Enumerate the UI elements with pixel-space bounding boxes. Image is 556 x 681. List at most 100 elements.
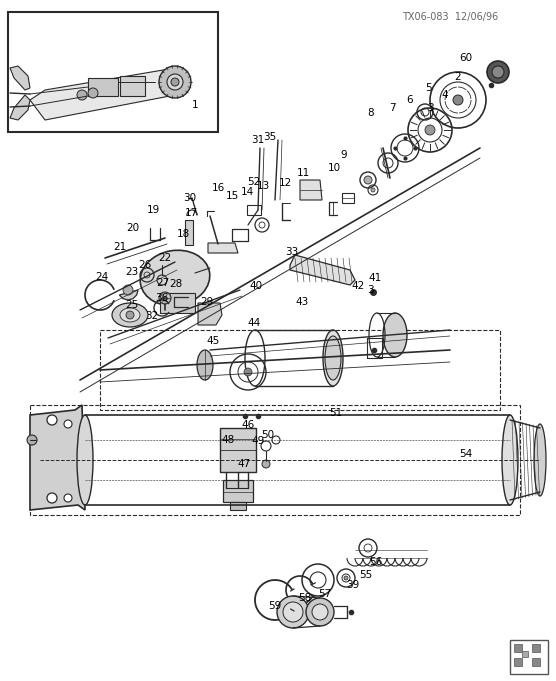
Polygon shape [120,290,138,300]
Text: 17: 17 [185,208,197,218]
Ellipse shape [312,604,328,620]
Ellipse shape [306,598,334,626]
Text: 59: 59 [269,601,282,611]
Ellipse shape [140,250,210,306]
Bar [514,644,522,652]
Text: 44: 44 [247,318,261,328]
Bar [342,193,354,203]
Circle shape [64,494,72,502]
Text: 60: 60 [459,53,473,63]
Ellipse shape [325,336,341,380]
Circle shape [344,576,348,580]
Circle shape [47,415,57,425]
Text: 2: 2 [455,72,461,82]
Text: 10: 10 [327,163,341,173]
Text: 13: 13 [256,181,270,191]
Text: 41: 41 [369,273,381,283]
Bar [510,640,548,674]
Ellipse shape [383,313,407,357]
Polygon shape [290,255,355,285]
Text: 49: 49 [251,436,265,446]
Text: 52: 52 [247,177,261,187]
Circle shape [88,88,98,98]
Circle shape [77,90,87,100]
Circle shape [453,95,463,105]
Text: 11: 11 [296,168,310,178]
Text: 31: 31 [251,135,265,145]
Bar [220,428,256,472]
Text: 36: 36 [155,293,168,303]
Bar [120,76,145,96]
Text: 9: 9 [341,150,348,160]
Text: 22: 22 [158,253,172,263]
Text: 25: 25 [125,300,138,310]
Ellipse shape [277,596,309,628]
Text: 46: 46 [241,420,255,430]
Text: 55: 55 [359,570,373,580]
Text: 29: 29 [200,297,214,307]
Polygon shape [30,405,85,510]
Text: 32: 32 [145,311,158,321]
Bar [30,405,520,515]
Text: 24: 24 [96,272,108,282]
Text: 26: 26 [138,260,152,270]
Circle shape [64,420,72,428]
Bar [247,205,261,215]
Text: 57: 57 [319,589,331,599]
Text: 16: 16 [211,183,225,193]
Polygon shape [10,66,30,90]
Text: 3: 3 [426,103,433,113]
Text: 50: 50 [261,430,275,440]
Text: 43: 43 [295,297,309,307]
Text: 48: 48 [221,435,235,445]
Circle shape [171,78,179,86]
Text: 19: 19 [146,205,160,215]
Text: 15: 15 [225,191,239,201]
Bar [230,502,246,510]
Text: 28: 28 [170,279,182,289]
Circle shape [159,292,171,304]
Text: 51: 51 [329,408,342,418]
Bar [532,644,540,652]
Ellipse shape [283,602,303,622]
Polygon shape [10,95,30,120]
Text: 7: 7 [389,103,395,113]
Text: 42: 42 [351,281,365,291]
Ellipse shape [77,415,93,505]
Circle shape [159,66,191,98]
Text: 30: 30 [183,193,197,203]
Text: 1: 1 [192,100,198,110]
Text: 58: 58 [299,593,311,603]
Polygon shape [198,303,222,325]
Bar [514,658,522,666]
Ellipse shape [502,415,518,505]
Text: 45: 45 [206,336,220,346]
Polygon shape [30,68,185,120]
Circle shape [27,435,37,445]
Text: 4: 4 [441,90,448,100]
Bar [8,12,218,132]
Circle shape [492,66,504,78]
Circle shape [364,176,372,184]
Bar [100,330,500,410]
Text: 35: 35 [264,132,277,142]
Text: 3: 3 [367,285,373,295]
Text: 23: 23 [125,267,138,277]
Text: 14: 14 [240,187,254,197]
Ellipse shape [120,308,140,322]
Ellipse shape [323,330,343,386]
Bar [522,651,528,657]
Circle shape [371,188,375,192]
Text: 47: 47 [237,459,251,469]
Circle shape [123,285,133,295]
Text: 27: 27 [156,278,170,288]
Circle shape [262,460,270,468]
Text: 5: 5 [425,83,431,93]
Circle shape [239,481,247,489]
Text: 18: 18 [176,229,190,239]
Bar [160,293,195,313]
Circle shape [126,311,134,319]
Text: 39: 39 [346,580,360,590]
Text: 33: 33 [285,247,299,257]
Circle shape [244,368,252,376]
